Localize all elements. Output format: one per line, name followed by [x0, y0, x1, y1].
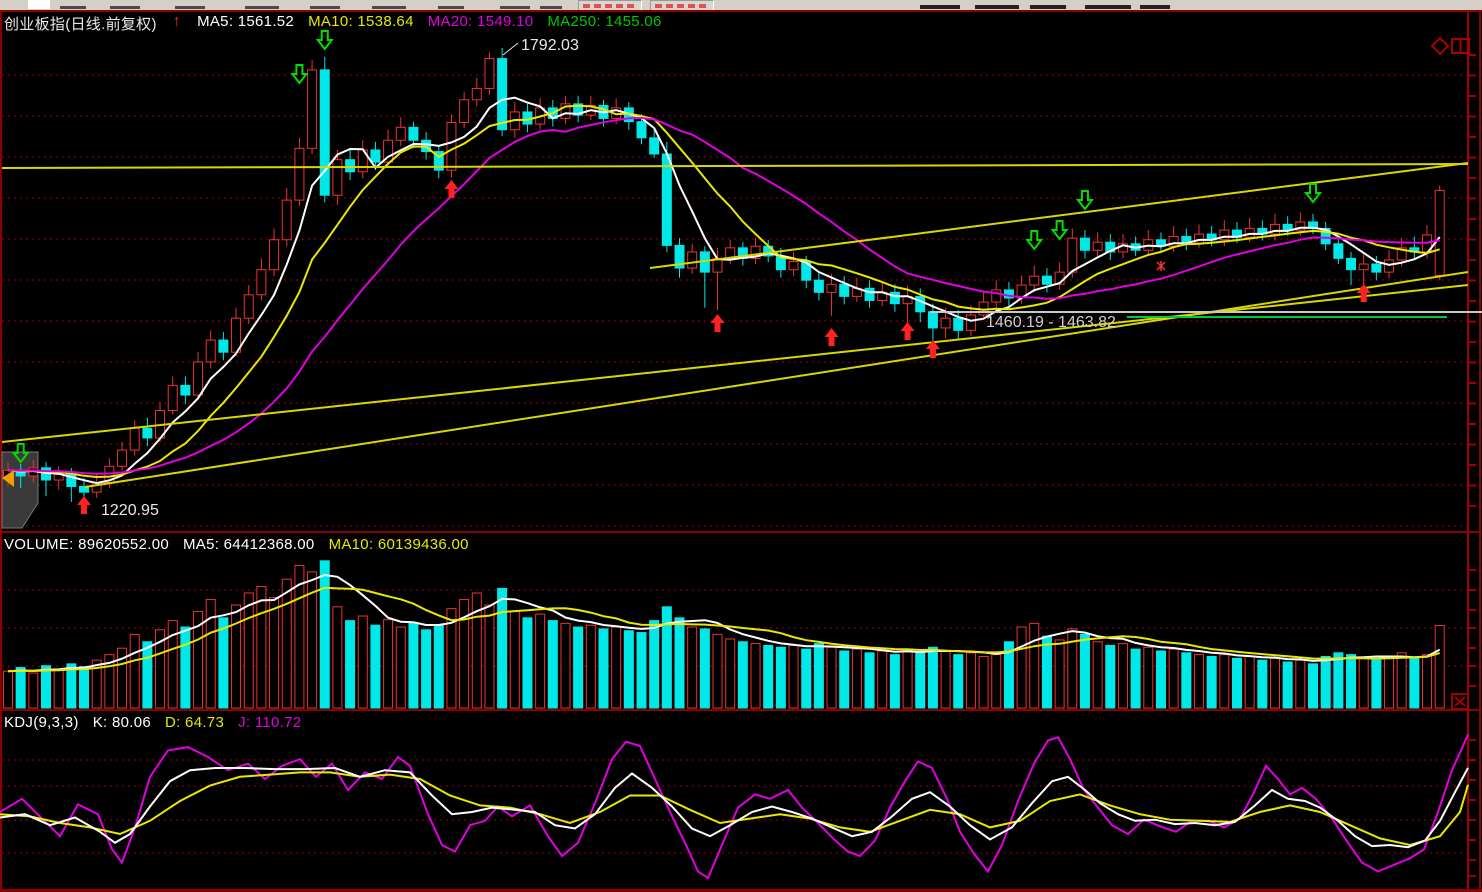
- trendline-mid-channel: [1, 284, 1469, 443]
- ma-label-2: MA20: 1549.10: [427, 13, 534, 30]
- menu-text-fragment: [1140, 5, 1170, 9]
- main-pane-title: 创业板指(日线.前复权) ↑ MA5: 1561.52 MA10: 1538.64 M…: [4, 13, 662, 34]
- kdj-pane-title: KDJ(9,3,3) K: 80.06 D: 64.73 J: 110.72: [4, 714, 301, 731]
- sell-arrow-marker: [1075, 190, 1094, 211]
- sell-arrow-marker: [1050, 220, 1069, 241]
- buy-arrow-marker: [77, 496, 92, 514]
- ma-label-1: MA10: 1538.64: [308, 13, 414, 30]
- volume-label-1: MA5: 64412368.00: [182, 536, 315, 553]
- kdj-d-line: [0, 771, 1469, 847]
- kdj-label-0: KDJ(9,3,3): [4, 714, 79, 731]
- buy-arrow-marker: [925, 340, 940, 358]
- left-triangle-marker: [2, 470, 14, 487]
- vol-ma10-line: [7, 586, 1440, 673]
- trendline-horizontal-yellow: [1, 163, 1469, 169]
- menu-text-fragment: [372, 6, 406, 9]
- kdj-label-1: K: 80.06: [92, 714, 151, 731]
- ma-label-3: MA250: 1455.06: [547, 13, 662, 30]
- menu-text-fragment: [438, 6, 464, 9]
- menu-text-fragment: [1030, 5, 1066, 9]
- buy-arrow-marker: [710, 314, 725, 332]
- sell-arrow-marker: [315, 30, 334, 51]
- ma5-line: [7, 96, 1441, 485]
- sell-arrow-marker: [1303, 183, 1323, 204]
- annotation-high-price: 1792.03: [521, 37, 579, 54]
- buy-arrow-marker: [444, 180, 459, 198]
- sell-arrow-marker: [1025, 230, 1044, 251]
- menu-text-fragment: [975, 5, 1019, 9]
- kdj-j-line: [0, 733, 1469, 880]
- kdj-label-2: D: 64.73: [164, 714, 225, 731]
- buy-arrow-marker: [824, 328, 839, 346]
- volume-pane-title: VOLUME: 89620552.00 MA5: 64412368.00 MA10:…: [4, 536, 469, 553]
- menu-text-fragment: [540, 6, 562, 9]
- kdj-k-line: [0, 766, 1469, 849]
- menu-text-fragment: [500, 6, 530, 9]
- menu-text-fragment: [310, 6, 340, 9]
- buy-arrow-marker: [900, 322, 915, 340]
- trendline-long-support: [84, 271, 1469, 488]
- ma-label-0: MA5: 1561.52: [197, 13, 295, 30]
- trendline-upper-channel: [649, 162, 1469, 269]
- kdj-label-3: J: 110.72: [238, 714, 302, 731]
- up-arrow-icon: ↑: [172, 13, 182, 30]
- menu-text-fragment: [1085, 5, 1131, 9]
- buy-arrow-marker: [1356, 284, 1371, 302]
- ma10-line: [7, 104, 1440, 479]
- volume-label-0: VOLUME: 89620552.00: [4, 536, 169, 553]
- menu-text-fragment: [110, 6, 140, 9]
- volume-label-2: MA10: 60139436.00: [328, 536, 469, 553]
- menu-highlight: [28, 0, 50, 9]
- menu-text-fragment: [920, 5, 960, 9]
- instrument-title: 创业板指(日线.前复权): [4, 16, 157, 33]
- menu-text-fragment: [60, 6, 86, 9]
- sell-arrow-marker: [290, 64, 309, 85]
- diamond-icon[interactable]: [1430, 36, 1450, 56]
- menu-text-fragment: [175, 6, 205, 9]
- ma20-line: [7, 116, 1440, 475]
- sell-arrow-marker: [11, 443, 30, 464]
- page-corner-shape: [1, 451, 39, 529]
- annotation-price-range: 1460.19 - 1463.82: [986, 314, 1116, 331]
- menu-text-fragment: [245, 6, 279, 9]
- annotation-low-price: 1220.95: [101, 502, 159, 519]
